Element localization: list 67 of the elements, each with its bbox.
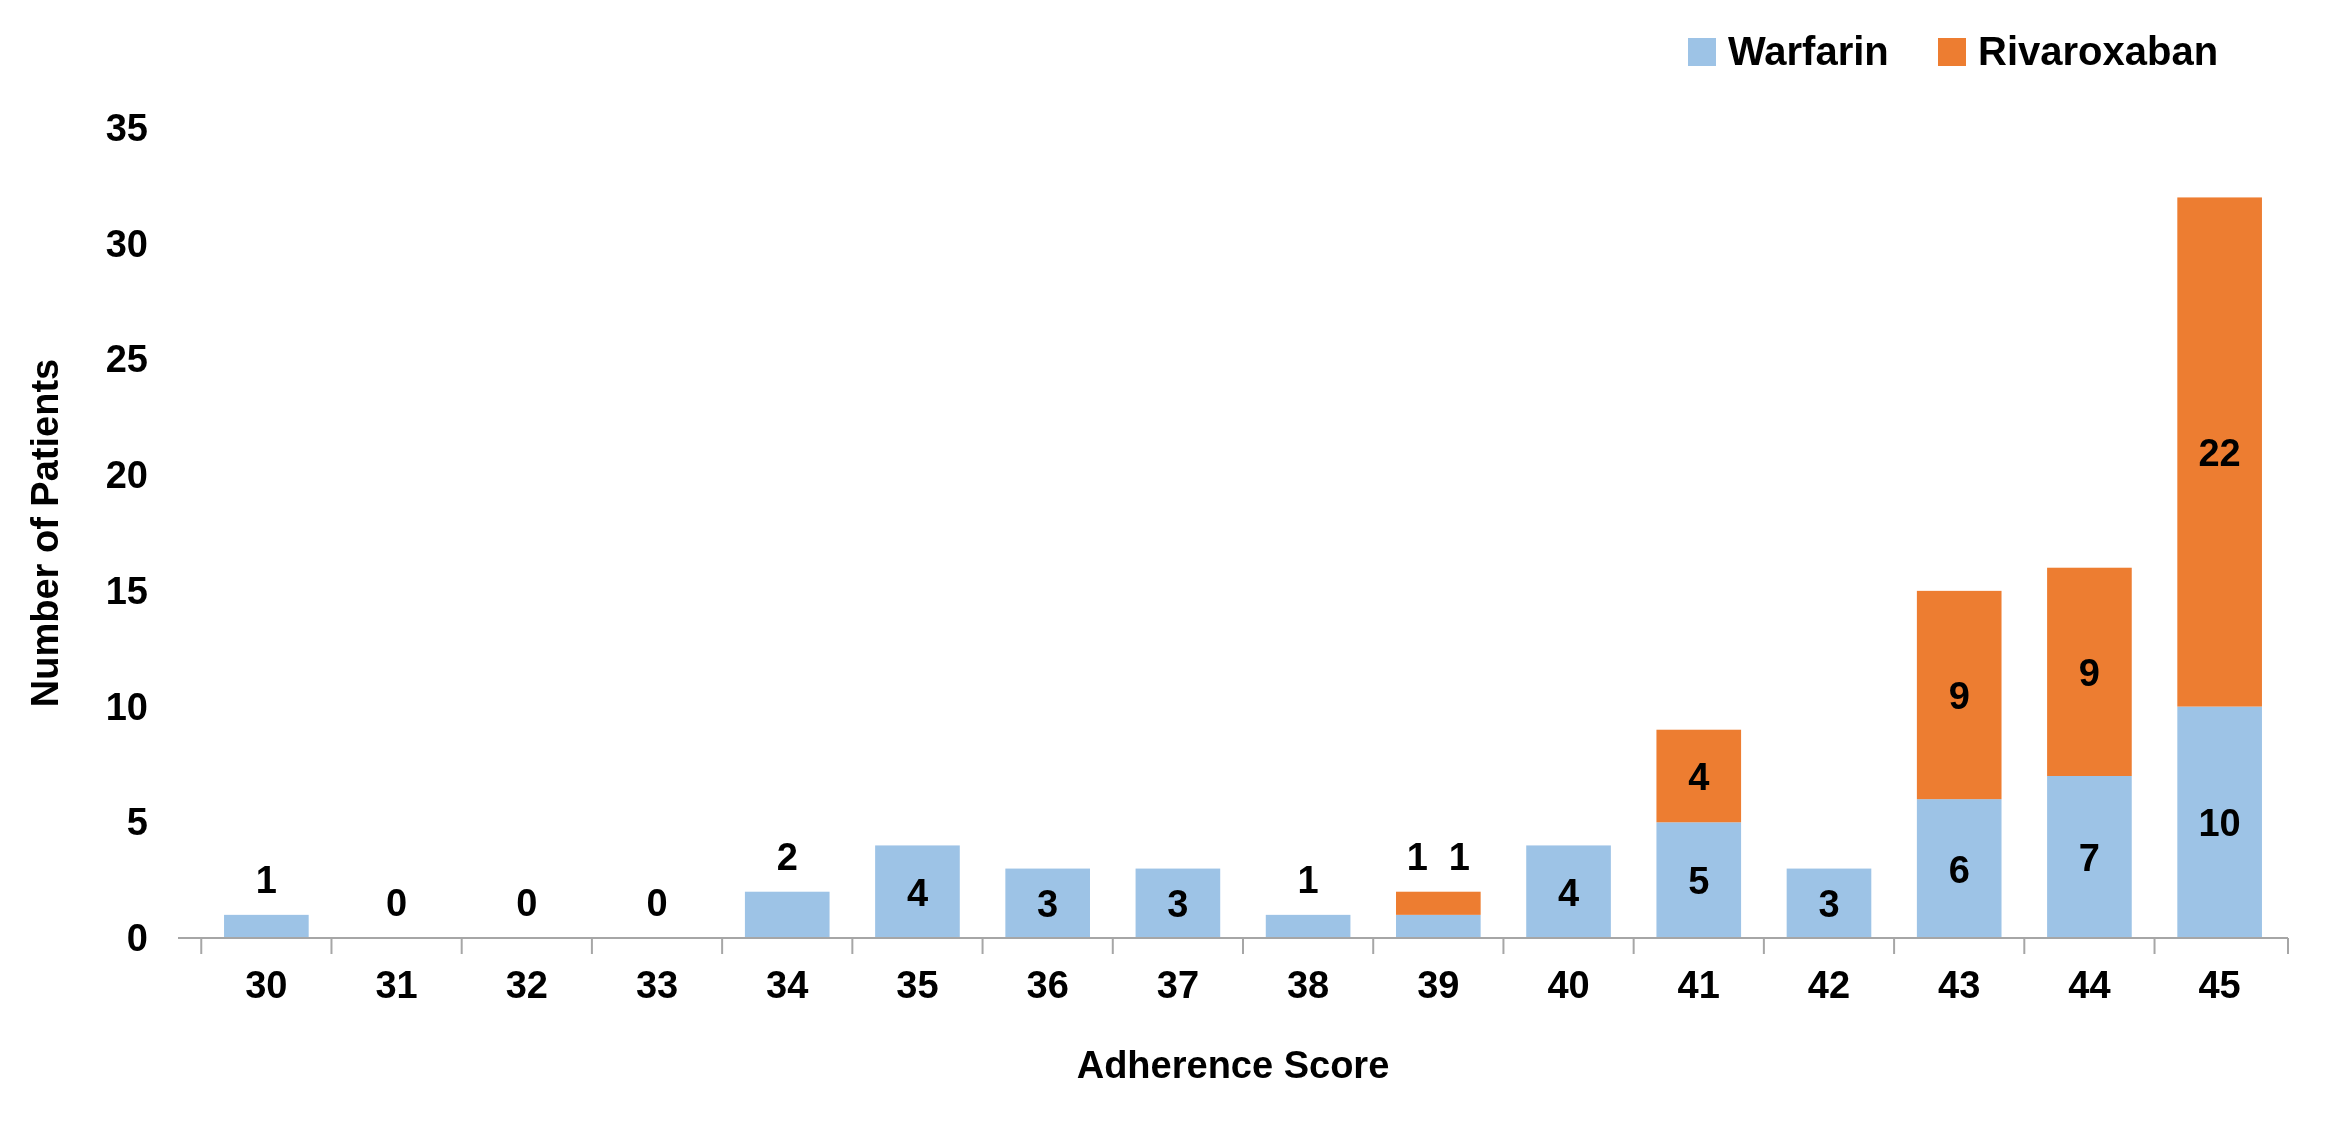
legend-label: Rivaroxaban [1978, 29, 2219, 73]
bar [1526, 845, 1611, 938]
bar [2177, 706, 2262, 938]
data-label: 0 [646, 882, 668, 924]
y-tick-label: 0 [126, 917, 148, 959]
bar [1916, 799, 2002, 938]
data-label: 9 [2078, 651, 2100, 694]
bar [1396, 914, 1481, 938]
bar [2177, 197, 2262, 707]
data-label: 6 [1948, 848, 1970, 891]
bar [1265, 914, 1351, 938]
y-tick-label: 20 [105, 454, 148, 497]
x-tick-label: 32 [505, 964, 548, 1006]
y-tick-label: 35 [105, 107, 148, 149]
x-tick-label: 35 [896, 964, 939, 1006]
data-label: 3 [1818, 883, 1840, 926]
bar [1916, 590, 2002, 800]
data-label: 0 [516, 882, 538, 924]
y-tick-label: 30 [105, 222, 148, 265]
bar [744, 891, 830, 938]
bar [1656, 822, 1742, 938]
x-tick-label: 33 [635, 964, 679, 1006]
x-tick-label: 43 [1938, 964, 1981, 1006]
bar [1135, 868, 1221, 938]
x-tick-label: 37 [1156, 964, 1200, 1006]
data-label: 4 [906, 871, 929, 914]
data-label: 4 [1688, 756, 1710, 798]
data-label: 2 [776, 835, 798, 878]
x-tick-label: 39 [1417, 964, 1460, 1006]
data-label: 1 [1297, 858, 1319, 901]
data-label: 3 [1037, 883, 1059, 926]
x-tick-label: 44 [2068, 964, 2111, 1006]
bar [224, 914, 309, 938]
x-tick-label: 42 [1807, 964, 1851, 1006]
x-tick-label: 34 [766, 964, 809, 1006]
x-tick-label: 36 [1026, 964, 1069, 1006]
bar [2047, 776, 2132, 938]
bar [1396, 891, 1481, 915]
data-label: 1 [255, 858, 277, 901]
y-tick-label: 5 [126, 801, 148, 844]
data-label: 0 [386, 882, 408, 924]
data-label: 4 [1557, 871, 1580, 914]
y-axis-title: Number of Patients [24, 358, 66, 708]
bar [875, 845, 960, 938]
x-tick-label: 45 [2198, 964, 2241, 1006]
y-tick-label: 25 [105, 338, 148, 381]
data-label: 5 [1688, 860, 1710, 903]
x-tick-label: 41 [1677, 964, 1720, 1006]
bar [1005, 868, 1090, 938]
data-label: 10 [2198, 802, 2241, 845]
x-tick-label: 38 [1286, 964, 1330, 1006]
data-label: 9 [1948, 675, 1970, 717]
x-axis-title: Adherence Score [1076, 1044, 1390, 1086]
bar [1786, 868, 1872, 938]
data-label: 1 [1406, 835, 1428, 878]
y-tick-label: 15 [105, 569, 148, 612]
bar [2047, 567, 2132, 776]
x-tick-label: 31 [375, 964, 418, 1006]
legend-label: Warfarin [1728, 29, 1889, 73]
data-label: 22 [2198, 432, 2241, 474]
y-tick-label: 10 [105, 685, 148, 728]
data-label: 1 [1448, 835, 1470, 878]
x-tick-label: 30 [245, 964, 288, 1006]
bar [1656, 729, 1742, 823]
data-label: 7 [2078, 837, 2100, 879]
x-tick-label: 40 [1547, 964, 1590, 1006]
data-label: 3 [1167, 883, 1189, 926]
